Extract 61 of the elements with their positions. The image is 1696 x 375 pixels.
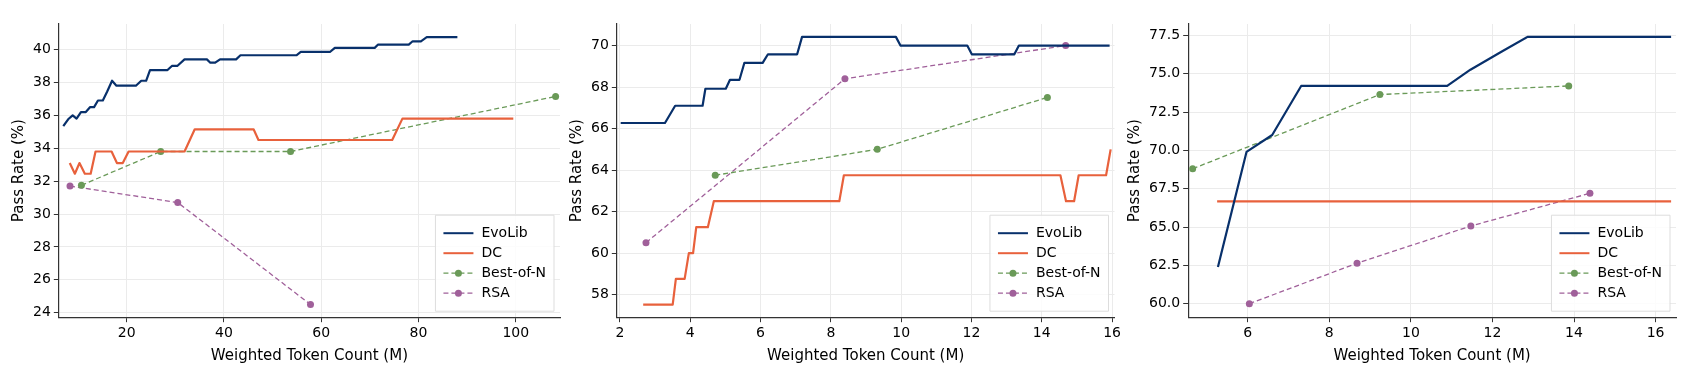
y-tick-label: 24 xyxy=(32,303,51,320)
x-tick-label: 12 xyxy=(962,324,981,341)
legend-label: DC xyxy=(1597,243,1619,260)
x-axis-title: Weighted Token Count (M) xyxy=(767,345,965,364)
y-tick-label: 72.5 xyxy=(1149,102,1181,119)
legend-label: Best-of-N xyxy=(1597,263,1663,280)
x-tick-label: 12 xyxy=(1483,324,1502,341)
legend-label: Best-of-N xyxy=(1035,263,1101,280)
y-tick-label: 67.5 xyxy=(1149,179,1181,196)
y-tick-label: 65.0 xyxy=(1149,217,1181,234)
y-tick-label: 58 xyxy=(590,285,609,302)
y-tick-label: 68 xyxy=(590,77,609,94)
y-tick-label: 36 xyxy=(32,105,51,122)
x-tick-label: 10 xyxy=(892,324,911,341)
x-tick-label: 8 xyxy=(826,324,836,341)
x-tick-label: 8 xyxy=(1324,324,1334,341)
y-tick-label: 77.5 xyxy=(1149,25,1181,42)
y-tick-label: 60 xyxy=(590,243,609,260)
y-axis-title: Pass Rate (%) xyxy=(566,119,585,223)
y-tick-label: 30 xyxy=(32,204,51,221)
y-tick-label: 70.0 xyxy=(1149,141,1181,157)
x-tick-label: 6 xyxy=(1243,324,1253,341)
x-tick-label: 60 xyxy=(312,324,331,341)
y-tick-label: 34 xyxy=(32,138,51,155)
legend-label: DC xyxy=(481,243,503,260)
y-tick-label: 75.0 xyxy=(1149,64,1181,81)
legend-label: EvoLib xyxy=(1035,223,1083,240)
x-axis-title: Weighted Token Count (M) xyxy=(1333,345,1531,364)
y-tick-label: 38 xyxy=(32,73,51,90)
legend-label: RSA xyxy=(1597,283,1627,300)
x-axis-title: Weighted Token Count (M) xyxy=(210,345,408,364)
y-tick-label: 66 xyxy=(590,119,609,136)
x-tick-label: 10 xyxy=(1401,324,1420,341)
y-tick-label: 40 xyxy=(32,40,51,57)
legend-label: EvoLib xyxy=(1597,223,1644,240)
x-tick-label: 14 xyxy=(1565,324,1584,341)
legend-label: RSA xyxy=(481,283,511,300)
x-tick-label: 2 xyxy=(615,324,625,341)
y-axis-title: Pass Rate (%) xyxy=(8,119,27,223)
x-tick-label: 16 xyxy=(1646,324,1665,341)
x-tick-label: 80 xyxy=(409,324,428,341)
y-tick-label: 62 xyxy=(590,202,609,219)
legend-label: Best-of-N xyxy=(481,263,547,280)
x-tick-label: 20 xyxy=(117,324,136,341)
x-tick-label: 40 xyxy=(215,324,233,341)
x-tick-label: 14 xyxy=(1032,324,1051,341)
y-tick-label: 28 xyxy=(32,237,51,254)
x-tick-label: 16 xyxy=(1103,324,1122,341)
y-tick-label: 64 xyxy=(590,160,609,177)
legend-label: EvoLib xyxy=(481,223,528,240)
y-tick-label: 26 xyxy=(32,270,51,287)
x-tick-label: 6 xyxy=(756,324,766,341)
x-tick-label: 100 xyxy=(502,324,530,341)
y-tick-label: 70 xyxy=(590,36,609,53)
legend-label: DC xyxy=(1035,243,1057,260)
y-axis-title: Pass Rate (%) xyxy=(1124,119,1143,223)
x-tick-label: 4 xyxy=(685,324,695,341)
y-tick-label: 60.0 xyxy=(1149,294,1181,311)
legend-label: RSA xyxy=(1035,283,1065,300)
y-tick-label: 32 xyxy=(32,171,51,188)
y-tick-label: 62.5 xyxy=(1149,256,1181,273)
